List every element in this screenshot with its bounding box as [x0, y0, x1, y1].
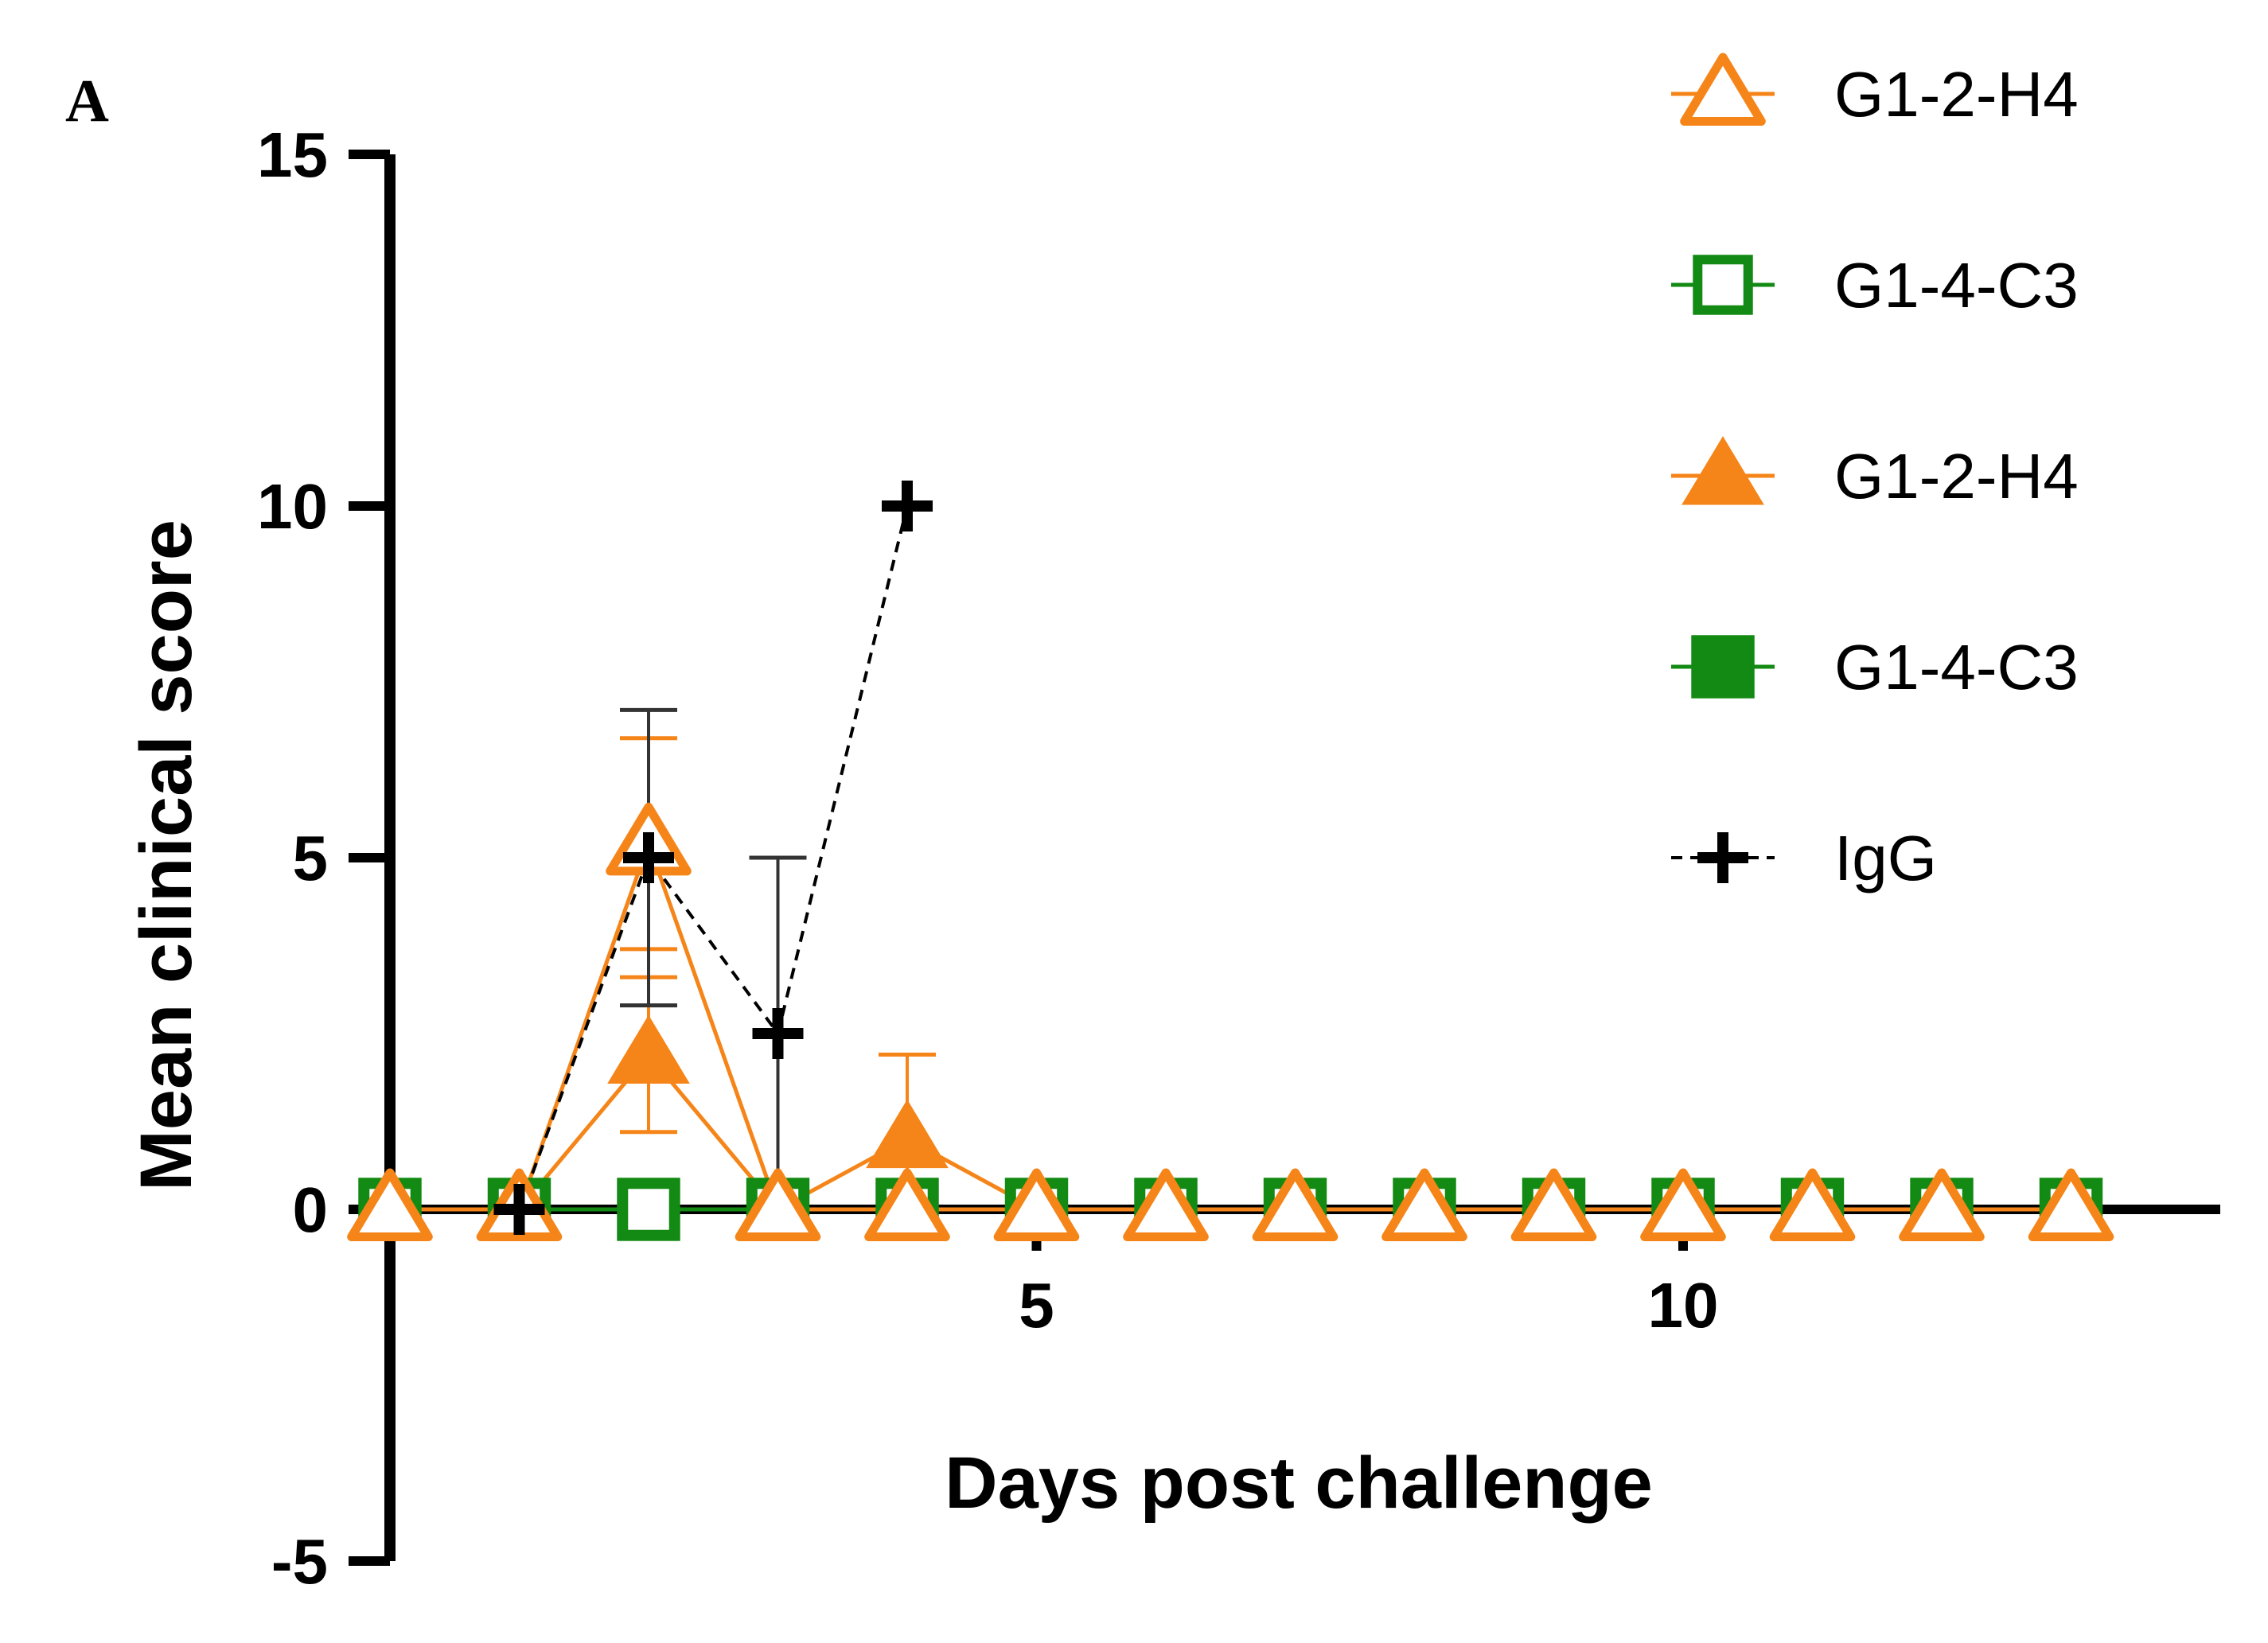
data-point: [864, 1168, 950, 1241]
data-point: [623, 832, 674, 883]
data-point: [1510, 1168, 1597, 1241]
y-tick-label: 0: [293, 1174, 329, 1245]
legend-label: G1-2-H4: [1834, 59, 2079, 130]
panel-label: A: [65, 68, 109, 134]
y-tick-label: -5: [271, 1526, 328, 1597]
data-point: [882, 481, 933, 531]
series-line: [517, 505, 909, 1210]
data-point: [1640, 1168, 1726, 1241]
legend-marker: [1693, 255, 1753, 315]
legend-marker: [1680, 53, 1766, 126]
data-point: [618, 1179, 679, 1240]
data-point: [752, 1008, 804, 1059]
data-point: [1123, 1168, 1209, 1241]
data-point: [993, 1168, 1080, 1241]
data-point: [1769, 1168, 1856, 1241]
data-point: [347, 1168, 433, 1241]
legend-label: IgG: [1834, 823, 1937, 894]
data-point: [493, 1184, 545, 1235]
legend: G1-2-H4 G1-4-C3 G1-2-H4 G1-4-C3 IgG: [1671, 53, 2079, 894]
y-tick-label: 15: [257, 119, 328, 190]
data-point: [1381, 1168, 1467, 1241]
data-point: [607, 1014, 690, 1084]
legend-label: G1-2-H4: [1834, 441, 2079, 512]
data-point: [1899, 1168, 1985, 1241]
x-axis-title: Days post challenge: [945, 1442, 1653, 1524]
y-tick-label: 10: [257, 471, 328, 542]
y-axis-title: Mean clinical score: [126, 520, 207, 1191]
data-point: [1252, 1168, 1339, 1241]
legend-marker: [1682, 436, 1764, 505]
x-tick-label: 5: [1019, 1270, 1054, 1341]
data-point: [866, 1099, 949, 1169]
legend-marker: [1691, 635, 1755, 699]
legend-label: G1-4-C3: [1834, 632, 2079, 703]
legend-marker: [1697, 832, 1748, 883]
legend-label: G1-4-C3: [1834, 250, 2079, 321]
series-markers: [347, 481, 2114, 1241]
data-point: [2028, 1168, 2114, 1241]
data-point: [735, 1168, 821, 1241]
x-tick-label: 10: [1648, 1270, 1719, 1341]
y-tick-label: 5: [293, 823, 329, 894]
